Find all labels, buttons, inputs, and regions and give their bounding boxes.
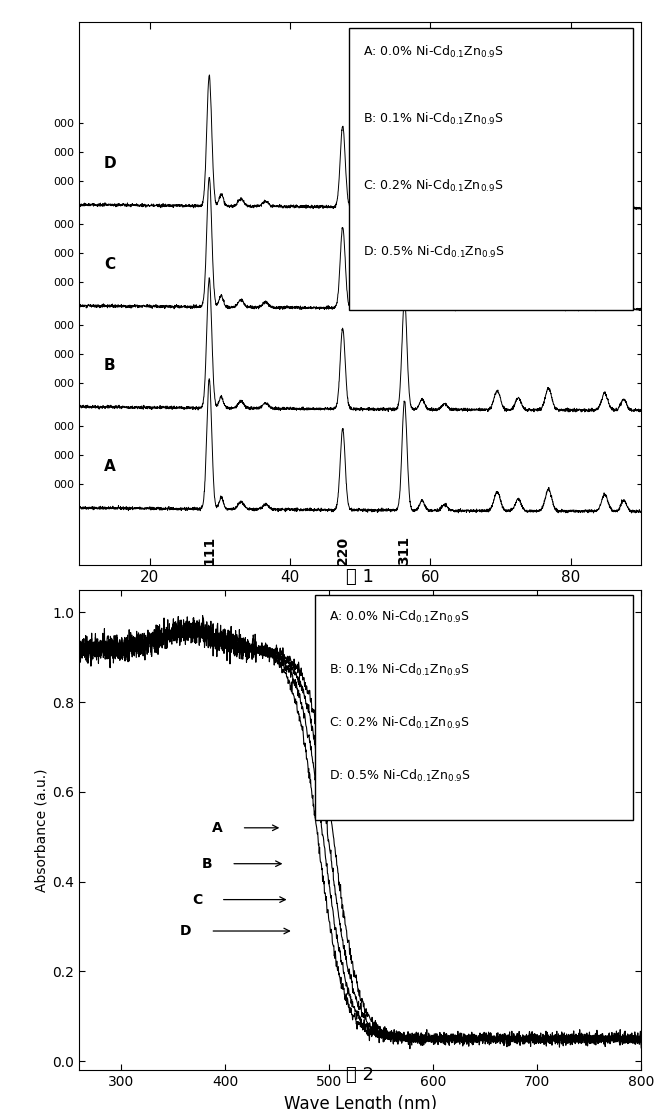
Text: D: D (104, 156, 116, 171)
Text: 220: 220 (336, 536, 350, 566)
Text: C: C (192, 893, 202, 906)
Text: D: 0.5% Ni-Cd$_{0.1}$Zn$_{0.9}$S: D: 0.5% Ni-Cd$_{0.1}$Zn$_{0.9}$S (329, 767, 471, 784)
Text: A: A (104, 459, 116, 475)
Text: A: A (212, 821, 223, 835)
Text: 311: 311 (397, 536, 412, 566)
FancyBboxPatch shape (349, 28, 633, 309)
Text: 图 1: 图 1 (346, 569, 374, 587)
X-axis label: Wave Length (nm): Wave Length (nm) (284, 1095, 437, 1109)
Text: C: 0.2% Ni-Cd$_{0.1}$Zn$_{0.9}$S: C: 0.2% Ni-Cd$_{0.1}$Zn$_{0.9}$S (329, 715, 470, 731)
FancyBboxPatch shape (315, 594, 633, 821)
Text: C: 0.2% Ni-Cd$_{0.1}$Zn$_{0.9}$S: C: 0.2% Ni-Cd$_{0.1}$Zn$_{0.9}$S (363, 177, 504, 193)
Y-axis label: Absorbance (a.u.): Absorbance (a.u.) (34, 769, 48, 892)
Text: D: 0.5% Ni-Cd$_{0.1}$Zn$_{0.9}$S: D: 0.5% Ni-Cd$_{0.1}$Zn$_{0.9}$S (363, 244, 505, 261)
Text: A: 0.0% Ni-Cd$_{0.1}$Zn$_{0.9}$S: A: 0.0% Ni-Cd$_{0.1}$Zn$_{0.9}$S (363, 44, 504, 60)
Text: 图 2: 图 2 (346, 1066, 374, 1085)
Text: C: C (104, 257, 115, 272)
Text: B: B (104, 358, 116, 374)
Text: B: B (202, 857, 212, 871)
X-axis label: 2Theta (degree): 2Theta (degree) (293, 590, 428, 609)
Text: B: 0.1% Ni-Cd$_{0.1}$Zn$_{0.9}$S: B: 0.1% Ni-Cd$_{0.1}$Zn$_{0.9}$S (329, 662, 471, 678)
Text: B: 0.1% Ni-Cd$_{0.1}$Zn$_{0.9}$S: B: 0.1% Ni-Cd$_{0.1}$Zn$_{0.9}$S (363, 111, 504, 126)
Text: D: D (180, 924, 192, 938)
Text: 111: 111 (202, 536, 216, 566)
Text: A: 0.0% Ni-Cd$_{0.1}$Zn$_{0.9}$S: A: 0.0% Ni-Cd$_{0.1}$Zn$_{0.9}$S (329, 609, 471, 625)
